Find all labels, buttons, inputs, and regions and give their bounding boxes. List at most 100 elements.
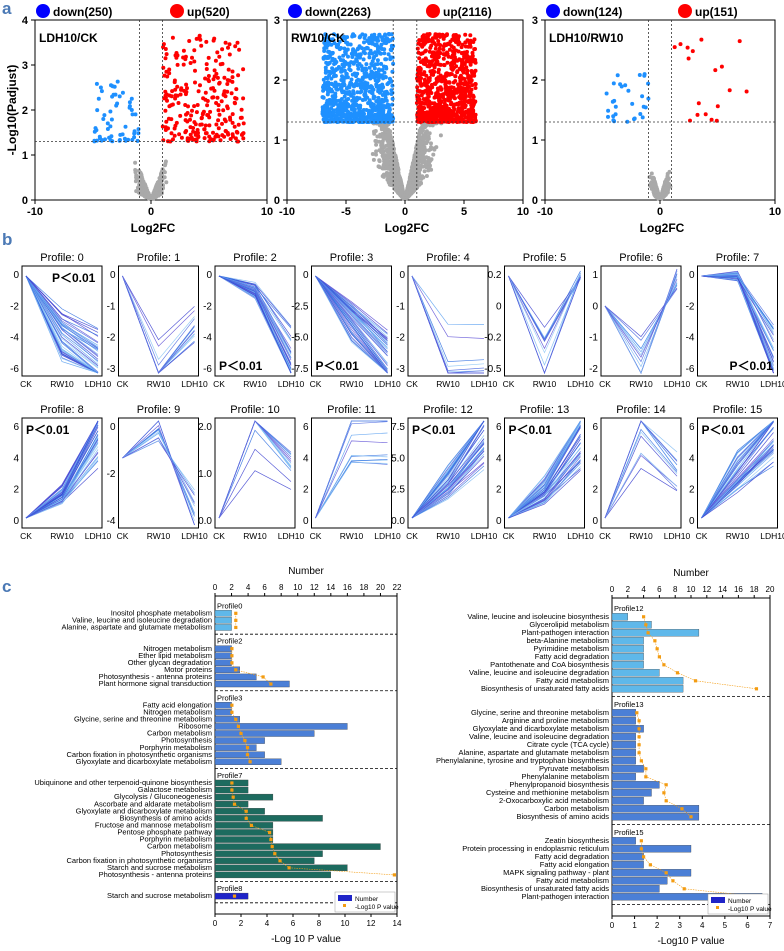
volcano-point <box>230 120 235 125</box>
profile-y-tick-label: 0 <box>496 301 502 312</box>
profile-y-tick-label: 7.5 <box>391 422 405 433</box>
volcano-point <box>373 43 378 48</box>
volcano-point <box>422 169 427 174</box>
volcano-point <box>358 34 363 39</box>
profile-line <box>508 275 581 375</box>
volcano-point <box>359 89 364 94</box>
volcano-point <box>225 82 230 86</box>
volcano-point <box>436 39 441 43</box>
volcano-point <box>177 132 182 137</box>
profile-line <box>218 275 292 364</box>
volcano-point <box>632 117 636 122</box>
profile-y-tick-label: 0.2 <box>488 270 502 281</box>
volcano-point <box>425 38 430 43</box>
volcano-point <box>368 85 373 90</box>
y-tick-label: 2 <box>532 75 538 87</box>
volcano-point <box>123 124 128 129</box>
volcano-point <box>462 51 467 55</box>
volcano-point <box>329 82 334 87</box>
volcano-point <box>386 174 390 179</box>
volcano-point <box>414 167 419 171</box>
profile-line <box>701 275 774 330</box>
profile-line <box>411 420 485 519</box>
profile-line <box>604 283 678 353</box>
volcano-point <box>430 39 435 44</box>
volcano-point <box>425 32 430 37</box>
profile-line <box>25 457 99 519</box>
profile-line <box>701 271 774 374</box>
volcano-point <box>363 95 368 100</box>
volcano-point <box>99 89 104 94</box>
volcano-point <box>228 117 233 122</box>
volcano-point <box>390 90 395 95</box>
volcano-point <box>429 54 434 59</box>
volcano-point <box>368 76 373 81</box>
volcano-point <box>187 39 192 43</box>
volcano-point <box>453 34 457 39</box>
volcano-point <box>441 56 446 61</box>
volcano-point <box>363 74 368 79</box>
volcano-point <box>239 132 244 137</box>
volcano-point <box>230 75 235 80</box>
volcano-point <box>194 36 199 41</box>
volcano-point <box>458 95 463 100</box>
volcano-point <box>460 58 465 62</box>
volcano-point <box>452 102 457 107</box>
volcano-point <box>343 105 348 110</box>
volcano-point <box>323 68 328 73</box>
volcano-point <box>221 91 226 96</box>
volcano-point <box>222 134 227 139</box>
volcano-point <box>347 67 352 72</box>
volcano-point <box>178 92 183 97</box>
volcano-point <box>110 84 115 89</box>
volcano-point <box>349 81 354 86</box>
profile-x-tick-label: CK <box>310 531 322 541</box>
volcano-point <box>93 126 98 131</box>
y-tick-label: 1 <box>22 150 28 162</box>
volcano-point <box>473 118 478 122</box>
volcano-point <box>335 45 340 50</box>
volcano-point <box>439 78 444 83</box>
volcano-point <box>355 90 360 95</box>
volcano-point <box>678 42 683 47</box>
profile-frame <box>118 265 199 377</box>
volcano-point <box>442 101 447 106</box>
volcano-point <box>322 119 327 124</box>
volcano-point <box>737 39 742 44</box>
profile-line <box>122 428 195 514</box>
volcano-point <box>377 159 382 164</box>
profile-y-tick-label: -2 <box>589 364 598 375</box>
volcano-point <box>103 137 107 142</box>
profile-y-tick-label: 0.0 <box>198 516 212 527</box>
volcano-point <box>220 47 225 52</box>
volcano-point <box>127 105 132 110</box>
profile-line <box>508 420 581 519</box>
profile-line <box>218 275 292 327</box>
volcano-point <box>362 86 367 91</box>
volcano-point <box>377 51 382 56</box>
profile-line <box>218 275 292 374</box>
volcano-point <box>382 162 387 167</box>
volcano-point <box>223 40 228 45</box>
profile-x-tick-label: LDH10 <box>374 531 401 541</box>
volcano-point <box>442 63 447 68</box>
profile-line <box>508 272 581 375</box>
volcano-point <box>421 155 426 160</box>
volcano-point <box>323 86 328 91</box>
volcano-point <box>461 69 466 73</box>
volcano-point <box>626 88 631 93</box>
volcano-point <box>439 87 444 92</box>
volcano-point <box>232 100 237 105</box>
volcano-point <box>377 139 382 144</box>
volcano-point <box>342 83 347 88</box>
volcano-point <box>227 42 232 47</box>
volcano-point <box>656 193 661 198</box>
profile-x-tick-label: LDH10 <box>85 379 112 389</box>
volcano-point <box>443 98 447 103</box>
volcano-point <box>230 132 235 137</box>
volcano-point <box>386 119 391 124</box>
volcano-point <box>457 118 462 123</box>
volcano-point <box>664 181 669 186</box>
profile-title: Profile: 7 <box>716 252 759 264</box>
